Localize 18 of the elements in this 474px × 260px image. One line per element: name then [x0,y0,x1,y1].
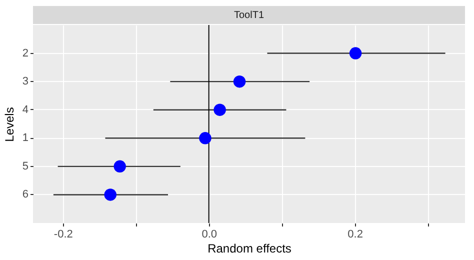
y-tick-label: 4 [22,104,28,116]
x-tick-label: -0.2 [54,228,73,240]
point [114,160,126,173]
y-tick-label: 3 [22,76,28,88]
y-axis-title: Levels [2,107,16,142]
y-tick-label: 6 [22,188,28,201]
point [233,75,246,88]
point [349,47,362,60]
x-axis-title: Random effects [208,242,292,256]
point [104,188,116,201]
y-tick-label: 5 [22,160,28,172]
point [199,132,212,144]
x-tick-label: 0.0 [202,228,218,240]
chart-title: ToolT1 [234,10,264,21]
y-tick-label: 2 [22,47,28,60]
y-tick-label: 1 [22,132,28,144]
x-tick-label: 0.2 [348,228,363,240]
point [214,104,226,116]
